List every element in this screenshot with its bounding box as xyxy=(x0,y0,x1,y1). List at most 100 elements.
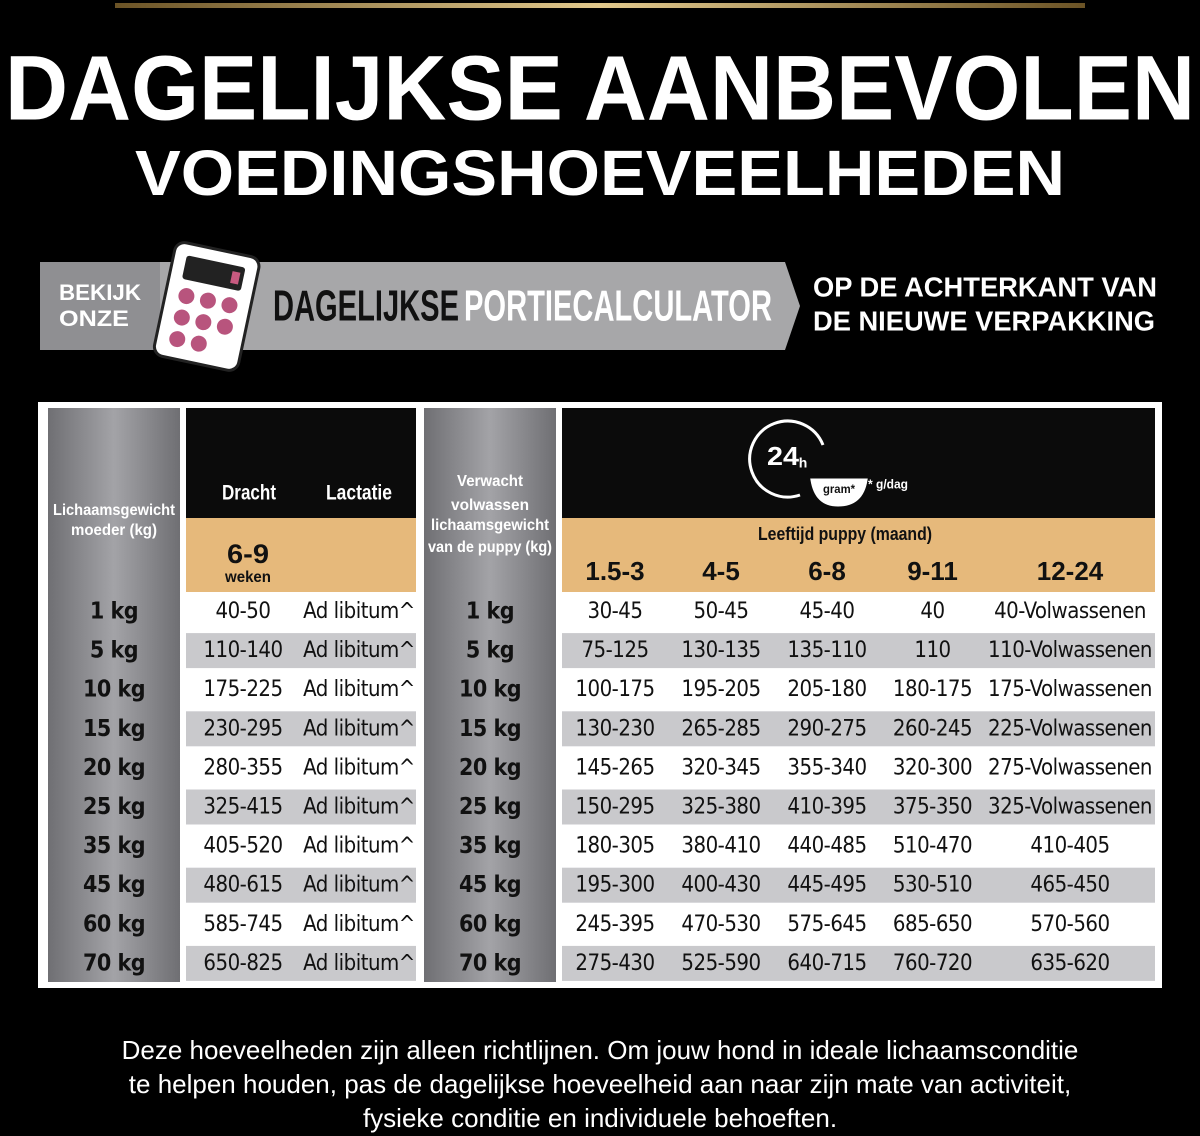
value-cell: 640-715 xyxy=(787,951,866,976)
value-cell: 50-45 xyxy=(693,599,748,624)
value-cell: 145-265 xyxy=(575,755,654,780)
header-label: lichaamsgewicht xyxy=(431,517,550,534)
weight-cell: 20 kg xyxy=(459,755,521,781)
weight-cell: 10 kg xyxy=(83,677,145,703)
value-cell: 260-245 xyxy=(893,716,972,741)
value-cell: Ad libitum^ xyxy=(303,912,415,937)
value-cell: 110-140 xyxy=(203,638,282,663)
value-cell: 110 xyxy=(914,638,950,663)
age-label: 12-24 xyxy=(1037,556,1104,586)
row-shade xyxy=(562,945,1155,981)
weight-cell: 1 kg xyxy=(466,599,514,625)
unit-note: * g/dag xyxy=(868,476,908,491)
banner-name: PORTIECALCULATOR xyxy=(464,282,772,331)
value-cell: 40-Volwassenen xyxy=(994,599,1146,624)
value-cell: 445-495 xyxy=(787,873,866,898)
value-cell: 410-395 xyxy=(787,795,866,820)
value-cell: 650-825 xyxy=(203,951,282,976)
value-cell: 760-720 xyxy=(893,951,972,976)
value-cell: 275-430 xyxy=(575,951,654,976)
calculator-icon xyxy=(152,241,261,372)
header-label: 6-9 xyxy=(227,539,269,569)
row-shade xyxy=(562,789,1155,825)
weight-cell: 15 kg xyxy=(459,716,521,742)
header-label: weken xyxy=(224,569,271,586)
value-cell: 245-395 xyxy=(575,912,654,937)
value-cell: 180-305 xyxy=(575,834,654,859)
value-cell: Ad libitum^ xyxy=(303,795,415,820)
value-cell: 510-470 xyxy=(893,834,972,859)
weeks-header xyxy=(186,518,416,592)
weight-cell: 70 kg xyxy=(459,950,521,976)
value-cell: 410-405 xyxy=(1030,834,1109,859)
header-label: Verwacht xyxy=(457,473,524,490)
value-cell: 290-275 xyxy=(787,716,866,741)
weight-cell: 25 kg xyxy=(83,794,145,820)
puppy-weight-column xyxy=(424,408,556,982)
value-cell: 400-430 xyxy=(681,873,760,898)
value-cell: 530-510 xyxy=(893,873,972,898)
weight-cell: 35 kg xyxy=(83,833,145,859)
value-cell: 465-450 xyxy=(1030,873,1109,898)
value-cell: 110-Volwassenen xyxy=(988,638,1152,663)
value-cell: 685-650 xyxy=(893,912,972,937)
weight-cell: 60 kg xyxy=(459,911,521,937)
row-shade xyxy=(186,867,416,903)
value-cell: 325-380 xyxy=(681,795,760,820)
clock-number: 24 xyxy=(767,441,800,471)
value-cell: 30-45 xyxy=(587,599,642,624)
value-cell: 135-110 xyxy=(787,638,866,663)
footer-line: te helpen houden, pas de dagelijkse hoev… xyxy=(129,1069,1071,1099)
value-cell: 440-485 xyxy=(787,834,866,859)
age-label: 9-11 xyxy=(907,556,958,586)
age-label: 4-5 xyxy=(702,556,740,586)
value-cell: Ad libitum^ xyxy=(303,638,415,663)
value-cell: 525-590 xyxy=(681,951,760,976)
value-cell: 355-340 xyxy=(787,755,866,780)
banner-lead-box xyxy=(40,262,160,350)
value-cell: Ad libitum^ xyxy=(303,716,415,741)
banner-lead: ONZE xyxy=(59,306,129,331)
header-label: moeder (kg) xyxy=(71,522,157,539)
value-cell: 265-285 xyxy=(681,716,760,741)
row-shade xyxy=(186,789,416,825)
header-label: Lichaamsgewicht xyxy=(53,502,176,519)
row-shade xyxy=(186,711,416,747)
title-line: DAGELIJKSE AANBEVOLEN xyxy=(5,37,1195,139)
value-cell: 280-355 xyxy=(203,755,282,780)
value-cell: 40-50 xyxy=(215,599,270,624)
value-cell: 320-345 xyxy=(681,755,760,780)
clock-icon xyxy=(748,419,868,507)
weight-cell: 5 kg xyxy=(466,638,514,664)
weight-cell: 20 kg xyxy=(83,755,145,781)
footer-line: fysieke conditie en individuele behoefte… xyxy=(363,1103,837,1133)
value-cell: 380-410 xyxy=(681,834,760,859)
value-cell: 320-300 xyxy=(893,755,972,780)
row-shade xyxy=(186,945,416,981)
clock-unit: h xyxy=(799,455,808,471)
weight-cell: 35 kg xyxy=(459,833,521,859)
banner-lead: BEKIJK xyxy=(59,280,141,305)
weight-cell: 1 kg xyxy=(90,599,138,625)
weight-cell: 70 kg xyxy=(83,950,145,976)
header-label: van de puppy (kg) xyxy=(428,539,552,556)
row-shade xyxy=(562,633,1155,669)
value-cell: 45-40 xyxy=(799,599,854,624)
age-subheader xyxy=(562,518,1155,592)
value-cell: 585-745 xyxy=(203,912,282,937)
value-cell: 205-180 xyxy=(787,677,866,702)
value-cell: 195-205 xyxy=(681,677,760,702)
value-cell: 325-Volwassenen xyxy=(988,795,1152,820)
gold-line xyxy=(115,3,1085,8)
value-cell: 325-415 xyxy=(203,795,282,820)
value-cell: 175-Volwassenen xyxy=(988,677,1152,702)
dracht-header xyxy=(186,408,416,518)
value-cell: 575-645 xyxy=(787,912,866,937)
weight-cell: 10 kg xyxy=(459,677,521,703)
value-cell: 195-300 xyxy=(575,873,654,898)
value-cell: Ad libitum^ xyxy=(303,834,415,859)
weight-cell: 45 kg xyxy=(83,872,145,898)
header-label: volwassen xyxy=(451,497,529,514)
value-cell: 40 xyxy=(920,599,944,624)
